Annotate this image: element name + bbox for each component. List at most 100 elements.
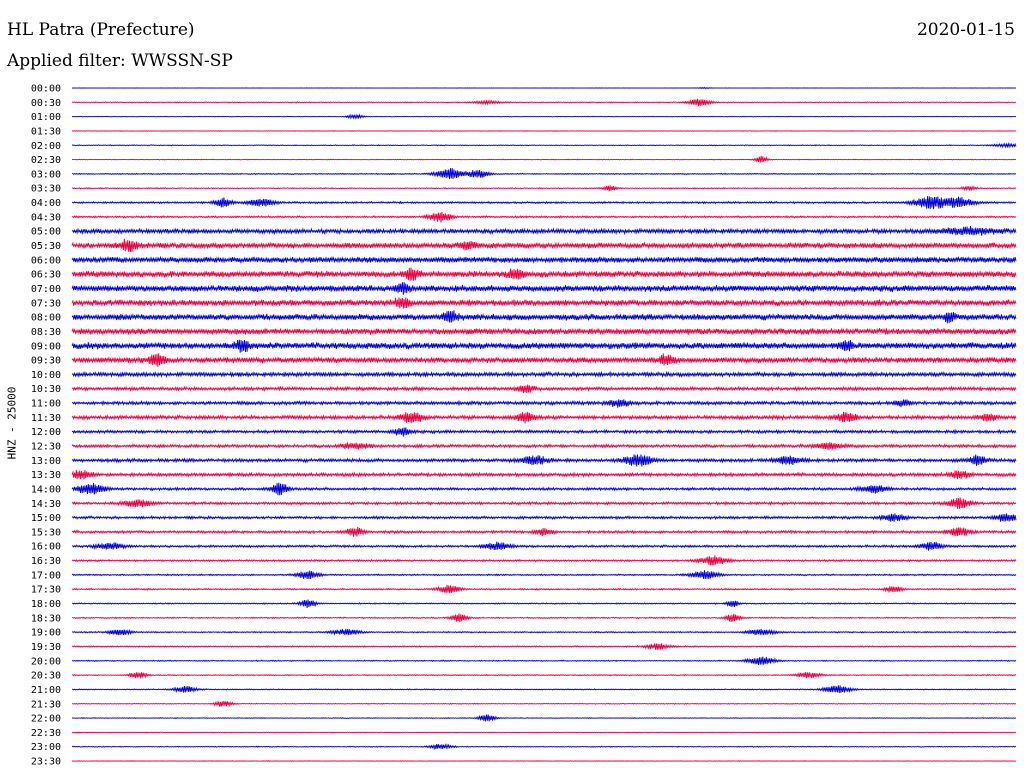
time-label: 07:30 bbox=[31, 298, 61, 309]
trace-row bbox=[71, 743, 1017, 751]
filter-label: Applied filter: WWSSN-SP bbox=[7, 51, 233, 71]
trace-row bbox=[71, 226, 1017, 236]
time-label: 16:30 bbox=[31, 556, 61, 567]
trace-row bbox=[71, 411, 1017, 424]
time-label: 08:00 bbox=[31, 313, 61, 324]
time-label: 22:00 bbox=[31, 714, 61, 725]
station-title: HL Patra (Prefecture) bbox=[7, 20, 195, 40]
time-label: 15:00 bbox=[31, 513, 61, 524]
time-label: 02:00 bbox=[31, 141, 61, 152]
time-label: 15:30 bbox=[31, 527, 61, 538]
trace-row bbox=[71, 370, 1017, 379]
time-label: 11:30 bbox=[31, 413, 61, 424]
time-label: 22:30 bbox=[31, 728, 61, 739]
time-label: 16:00 bbox=[31, 542, 61, 553]
trace-row bbox=[71, 700, 1017, 708]
trace-row bbox=[71, 671, 1017, 679]
trace-row bbox=[71, 327, 1017, 336]
time-label: 18:00 bbox=[31, 599, 61, 610]
trace-row bbox=[71, 310, 1017, 324]
trace-row bbox=[71, 141, 1017, 149]
time-label: 09:30 bbox=[31, 356, 61, 367]
trace-row bbox=[71, 497, 1017, 509]
time-label: 23:00 bbox=[31, 742, 61, 753]
trace-row bbox=[71, 685, 1017, 694]
trace-row bbox=[71, 255, 1017, 264]
time-label: 23:30 bbox=[31, 757, 61, 768]
trace-row bbox=[71, 760, 1017, 762]
time-label: 17:30 bbox=[31, 585, 61, 596]
time-label: 13:30 bbox=[31, 470, 61, 481]
trace-row bbox=[71, 297, 1017, 309]
trace-row bbox=[71, 656, 1017, 665]
time-label: 17:00 bbox=[31, 570, 61, 581]
time-label: 21:00 bbox=[31, 685, 61, 696]
trace-row bbox=[71, 527, 1017, 537]
trace-row bbox=[71, 384, 1017, 393]
time-label: 11:00 bbox=[31, 399, 61, 410]
trace-row bbox=[71, 628, 1017, 636]
time-label: 06:00 bbox=[31, 255, 61, 266]
trace-row bbox=[71, 155, 1017, 163]
trace-row bbox=[71, 212, 1017, 223]
time-label: 01:30 bbox=[31, 126, 61, 137]
time-label: 03:30 bbox=[31, 184, 61, 195]
time-label: 14:30 bbox=[31, 499, 61, 510]
time-label: 05:00 bbox=[31, 227, 61, 238]
time-label: 19:30 bbox=[31, 642, 61, 653]
trace-row bbox=[71, 427, 1017, 437]
time-label: 09:00 bbox=[31, 341, 61, 352]
time-label: 10:00 bbox=[31, 370, 61, 381]
time-label: 02:30 bbox=[31, 155, 61, 166]
trace-row bbox=[71, 470, 1017, 480]
trace-row bbox=[71, 584, 1017, 594]
time-label: 13:00 bbox=[31, 456, 61, 467]
trace-row bbox=[71, 541, 1017, 551]
trace-row bbox=[71, 353, 1017, 367]
trace-row bbox=[71, 399, 1017, 408]
time-label: 06:30 bbox=[31, 270, 61, 281]
trace-row bbox=[71, 599, 1017, 608]
trace-row bbox=[71, 168, 1017, 179]
trace-row bbox=[71, 86, 1017, 90]
trace-row bbox=[71, 482, 1017, 496]
time-label: 07:00 bbox=[31, 284, 61, 295]
trace-row bbox=[71, 339, 1017, 353]
time-label: 20:30 bbox=[31, 671, 61, 682]
time-label: 10:30 bbox=[31, 384, 61, 395]
trace-row bbox=[71, 185, 1017, 192]
time-label: 19:00 bbox=[31, 628, 61, 639]
trace-row bbox=[71, 643, 1017, 651]
time-label: 00:30 bbox=[31, 98, 61, 109]
time-label: 05:30 bbox=[31, 241, 61, 252]
trace-row bbox=[71, 442, 1017, 450]
trace-row bbox=[71, 731, 1017, 734]
trace-row bbox=[71, 267, 1017, 281]
time-label: 03:00 bbox=[31, 169, 61, 180]
trace-row bbox=[71, 113, 1017, 120]
trace-row bbox=[71, 714, 1017, 722]
trace-row bbox=[71, 98, 1017, 107]
time-label: 08:30 bbox=[31, 327, 61, 338]
date-label: 2020-01-15 bbox=[916, 20, 1015, 40]
time-label: 12:30 bbox=[31, 442, 61, 453]
trace-row bbox=[71, 570, 1017, 580]
time-label: 04:00 bbox=[31, 198, 61, 209]
trace-row bbox=[71, 555, 1017, 566]
trace-row bbox=[71, 513, 1017, 522]
time-label: 21:30 bbox=[31, 699, 61, 710]
trace-row bbox=[71, 282, 1017, 295]
time-label: 12:00 bbox=[31, 427, 61, 438]
trace-row bbox=[71, 454, 1017, 467]
trace-row bbox=[71, 130, 1017, 132]
trace-row bbox=[71, 238, 1017, 253]
time-label: 18:30 bbox=[31, 613, 61, 624]
trace-row bbox=[71, 196, 1017, 210]
time-label: 00:00 bbox=[31, 84, 61, 95]
helicorder-rows: 00:00 00:30 01:00 01:30 02:00 02:30 03:00 03:30… bbox=[31, 84, 1017, 768]
trace-row bbox=[71, 613, 1017, 623]
time-label: 20:00 bbox=[31, 656, 61, 667]
time-label: 04:30 bbox=[31, 212, 61, 223]
time-label: 14:00 bbox=[31, 484, 61, 495]
